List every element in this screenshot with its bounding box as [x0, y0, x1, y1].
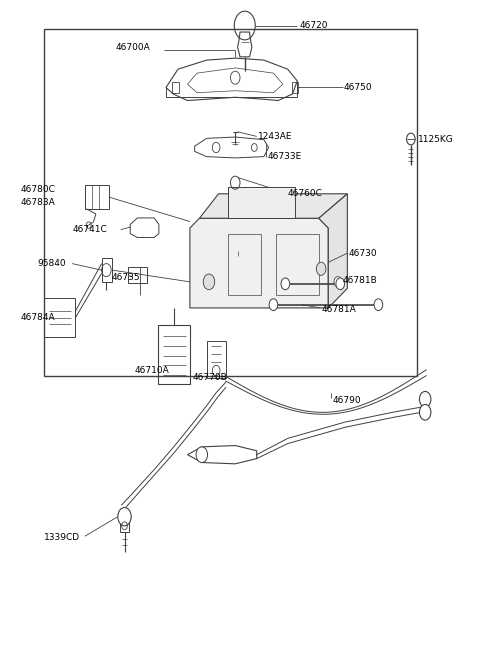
- Polygon shape: [190, 218, 328, 308]
- Polygon shape: [319, 194, 348, 308]
- Polygon shape: [199, 194, 348, 218]
- Circle shape: [269, 299, 278, 310]
- Circle shape: [420, 392, 431, 407]
- Text: 46700A: 46700A: [116, 43, 151, 52]
- Circle shape: [203, 274, 215, 290]
- Bar: [102, 258, 112, 282]
- Bar: [128, 267, 147, 283]
- Circle shape: [316, 262, 326, 275]
- Bar: [44, 29, 417, 377]
- Text: 46720: 46720: [300, 21, 328, 30]
- Circle shape: [281, 278, 289, 290]
- Text: 46760C: 46760C: [288, 189, 323, 198]
- Text: 46781B: 46781B: [343, 276, 377, 285]
- Text: 46733E: 46733E: [268, 152, 302, 161]
- Text: 46750: 46750: [344, 83, 372, 92]
- Text: 1339CD: 1339CD: [44, 533, 81, 542]
- Bar: [85, 185, 109, 209]
- Circle shape: [374, 299, 383, 310]
- Text: 46780C: 46780C: [21, 185, 55, 194]
- Text: 1243AE: 1243AE: [258, 132, 293, 141]
- Text: 1125KG: 1125KG: [418, 134, 453, 143]
- Text: 46783A: 46783A: [21, 198, 55, 207]
- Circle shape: [420, 404, 431, 420]
- Circle shape: [118, 508, 131, 526]
- Circle shape: [336, 278, 345, 290]
- Text: 46741C: 46741C: [73, 225, 108, 234]
- Bar: [206, 341, 226, 379]
- Text: 46790: 46790: [332, 396, 361, 405]
- Text: 46770B: 46770B: [192, 373, 227, 382]
- Text: 46784A: 46784A: [21, 312, 55, 322]
- Bar: [120, 519, 129, 533]
- Bar: [44, 298, 75, 337]
- Bar: [158, 325, 191, 384]
- Circle shape: [334, 276, 342, 287]
- Text: 46730: 46730: [349, 249, 377, 257]
- Text: 46781A: 46781A: [321, 305, 356, 314]
- Circle shape: [196, 447, 207, 462]
- Text: 95840: 95840: [37, 259, 66, 268]
- Text: 46710A: 46710A: [135, 366, 170, 375]
- Text: 46735: 46735: [111, 273, 140, 282]
- Polygon shape: [228, 187, 295, 218]
